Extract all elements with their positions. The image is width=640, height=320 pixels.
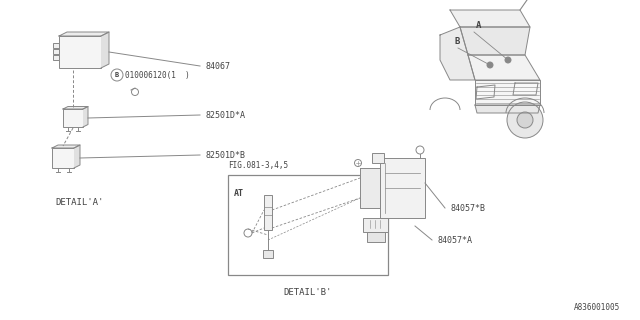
Circle shape bbox=[355, 159, 362, 166]
Polygon shape bbox=[513, 83, 538, 95]
Circle shape bbox=[505, 57, 511, 63]
Text: 82501D*A: 82501D*A bbox=[205, 110, 245, 119]
Circle shape bbox=[244, 229, 252, 237]
Polygon shape bbox=[59, 32, 109, 36]
Circle shape bbox=[111, 69, 123, 81]
Polygon shape bbox=[460, 27, 530, 55]
Bar bbox=[53, 55, 59, 60]
Circle shape bbox=[507, 102, 543, 138]
Polygon shape bbox=[468, 55, 540, 80]
Bar bbox=[372, 153, 384, 163]
Text: 84057*B: 84057*B bbox=[450, 204, 485, 212]
Text: B: B bbox=[454, 37, 460, 46]
Polygon shape bbox=[74, 145, 80, 168]
Polygon shape bbox=[450, 10, 530, 27]
Text: A836001005: A836001005 bbox=[573, 303, 620, 312]
Polygon shape bbox=[440, 27, 475, 80]
Polygon shape bbox=[475, 80, 540, 105]
Bar bbox=[59, 36, 101, 68]
Bar bbox=[380, 158, 425, 218]
Text: 010006120(1  ): 010006120(1 ) bbox=[125, 70, 189, 79]
Circle shape bbox=[517, 112, 533, 128]
Text: DETAIL'A': DETAIL'A' bbox=[56, 198, 104, 207]
Bar bbox=[263, 250, 273, 258]
Bar bbox=[53, 43, 59, 48]
Polygon shape bbox=[360, 168, 380, 208]
Polygon shape bbox=[52, 145, 80, 148]
Text: 84067: 84067 bbox=[205, 61, 230, 70]
Bar bbox=[367, 232, 385, 242]
Polygon shape bbox=[83, 107, 88, 127]
Bar bbox=[53, 49, 59, 54]
Text: DETAIL'B': DETAIL'B' bbox=[284, 288, 332, 297]
Text: B: B bbox=[115, 72, 119, 78]
Text: A: A bbox=[476, 21, 481, 30]
Circle shape bbox=[487, 62, 493, 68]
Bar bbox=[228, 175, 388, 275]
Polygon shape bbox=[475, 105, 540, 113]
Text: 82501D*B: 82501D*B bbox=[205, 150, 245, 159]
Polygon shape bbox=[101, 32, 109, 68]
Text: FIG.081-3,4,5: FIG.081-3,4,5 bbox=[228, 161, 288, 170]
Polygon shape bbox=[476, 85, 495, 99]
Circle shape bbox=[131, 89, 138, 95]
Text: AT: AT bbox=[234, 189, 244, 198]
Bar bbox=[63, 109, 83, 127]
Text: 84057*A: 84057*A bbox=[437, 236, 472, 244]
Polygon shape bbox=[63, 107, 88, 109]
Bar bbox=[264, 195, 272, 230]
Bar bbox=[52, 148, 74, 168]
Bar bbox=[363, 218, 388, 232]
Circle shape bbox=[416, 146, 424, 154]
